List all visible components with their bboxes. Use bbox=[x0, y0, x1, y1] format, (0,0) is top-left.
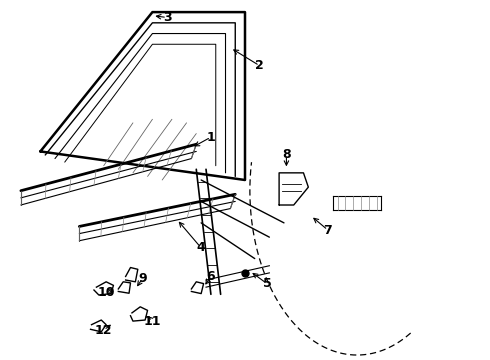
Text: 6: 6 bbox=[207, 270, 215, 283]
Text: 5: 5 bbox=[263, 277, 271, 290]
Text: 4: 4 bbox=[197, 241, 205, 255]
Text: 9: 9 bbox=[138, 272, 147, 285]
Text: 3: 3 bbox=[163, 11, 172, 24]
Text: 1: 1 bbox=[206, 131, 215, 144]
Text: 12: 12 bbox=[95, 324, 113, 337]
Text: 11: 11 bbox=[144, 315, 161, 328]
Text: 10: 10 bbox=[98, 286, 115, 299]
Text: 7: 7 bbox=[323, 224, 332, 237]
Text: 2: 2 bbox=[255, 59, 264, 72]
Text: 8: 8 bbox=[282, 148, 291, 162]
